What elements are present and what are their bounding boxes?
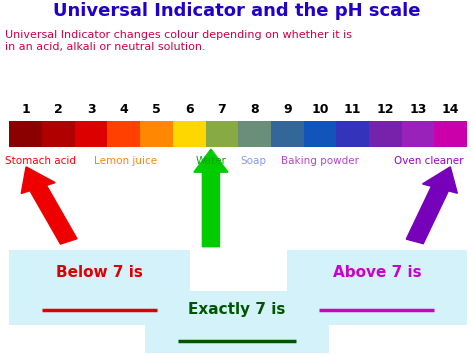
- Text: Water: Water: [195, 156, 227, 166]
- Bar: [401, 121, 434, 147]
- Bar: [75, 121, 108, 147]
- Text: 6: 6: [185, 103, 193, 116]
- Text: Lemon juice: Lemon juice: [94, 156, 157, 166]
- Bar: [434, 121, 467, 147]
- Text: 13: 13: [409, 103, 427, 116]
- Bar: [287, 250, 467, 325]
- Bar: [369, 121, 401, 147]
- Text: 14: 14: [442, 103, 459, 116]
- Bar: [9, 121, 42, 147]
- Bar: [271, 121, 303, 147]
- FancyArrow shape: [21, 167, 77, 244]
- Text: Oven cleaner: Oven cleaner: [394, 156, 464, 166]
- Text: Above 7 is: Above 7 is: [333, 265, 421, 280]
- Text: 1: 1: [21, 103, 30, 116]
- Text: 11: 11: [344, 103, 361, 116]
- Bar: [145, 291, 329, 353]
- Bar: [173, 121, 206, 147]
- Text: Stomach acid: Stomach acid: [5, 156, 76, 166]
- Text: 12: 12: [376, 103, 394, 116]
- Bar: [238, 121, 271, 147]
- Text: 5: 5: [152, 103, 161, 116]
- Bar: [42, 121, 75, 147]
- FancyArrow shape: [406, 167, 457, 244]
- Bar: [9, 250, 190, 325]
- Text: Universal Indicator and the pH scale: Universal Indicator and the pH scale: [53, 2, 421, 20]
- Text: 9: 9: [283, 103, 292, 116]
- Bar: [108, 121, 140, 147]
- Bar: [206, 121, 238, 147]
- FancyArrow shape: [194, 149, 228, 247]
- Bar: [140, 121, 173, 147]
- Text: Exactly 7 is: Exactly 7 is: [188, 302, 286, 317]
- Bar: [336, 121, 369, 147]
- Text: Universal Indicator changes colour depending on whether it is
in an acid, alkali: Universal Indicator changes colour depen…: [5, 30, 352, 52]
- Text: 10: 10: [311, 103, 328, 116]
- Text: 3: 3: [87, 103, 95, 116]
- Text: 8: 8: [250, 103, 259, 116]
- Bar: [303, 121, 336, 147]
- Text: Baking powder: Baking powder: [281, 156, 359, 166]
- Text: 7: 7: [218, 103, 226, 116]
- Text: 2: 2: [54, 103, 63, 116]
- Text: 4: 4: [119, 103, 128, 116]
- Text: Below 7 is: Below 7 is: [56, 265, 143, 280]
- Text: Soap: Soap: [241, 156, 266, 166]
